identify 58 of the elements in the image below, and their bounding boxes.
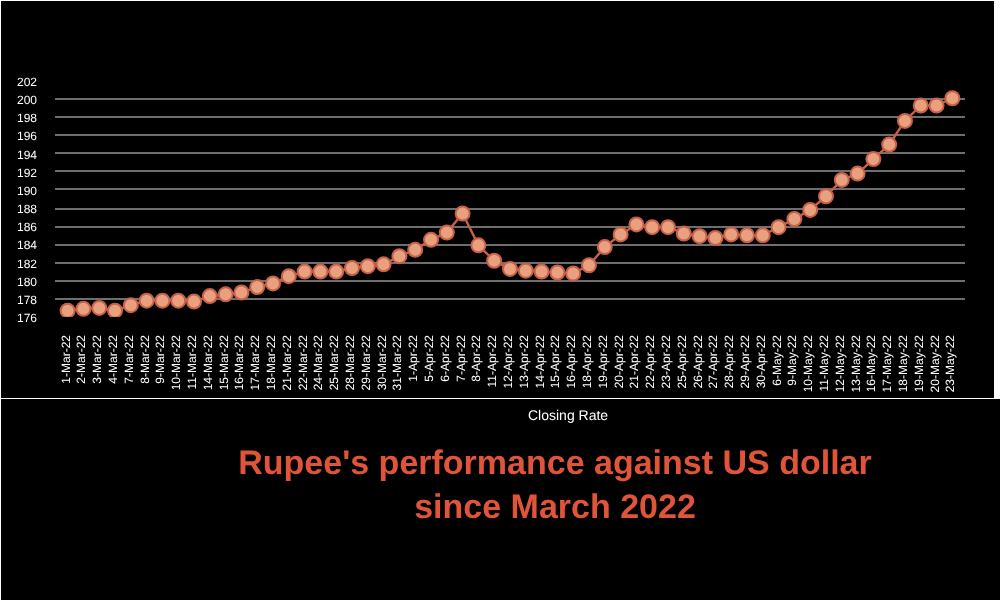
point <box>612 226 629 243</box>
text: Rupee's performance against US dollar since March 2022 <box>238 444 873 526</box>
point <box>59 302 76 317</box>
point <box>391 248 408 265</box>
point <box>186 293 203 310</box>
point <box>249 279 266 296</box>
point <box>154 292 171 309</box>
point <box>486 252 503 269</box>
point <box>644 219 661 236</box>
point <box>138 292 155 309</box>
point <box>549 264 566 281</box>
point <box>628 216 645 233</box>
point <box>201 288 218 305</box>
point <box>280 268 297 285</box>
point <box>580 257 597 274</box>
point <box>881 136 898 153</box>
point <box>423 231 440 248</box>
point <box>691 228 708 245</box>
point <box>659 219 676 236</box>
point <box>375 256 392 273</box>
point <box>896 112 913 129</box>
point <box>233 284 250 301</box>
point <box>596 239 613 256</box>
point <box>217 286 234 303</box>
point <box>675 225 692 242</box>
point <box>359 258 376 275</box>
point <box>265 275 282 292</box>
point <box>296 263 313 280</box>
point <box>533 263 550 280</box>
point <box>328 263 345 280</box>
point <box>738 227 755 244</box>
point <box>912 97 929 114</box>
point <box>91 299 108 316</box>
point <box>928 97 945 114</box>
point <box>75 300 92 317</box>
point <box>502 260 518 277</box>
point <box>944 90 961 107</box>
point <box>454 205 471 222</box>
point <box>122 297 139 314</box>
point <box>170 292 187 309</box>
point <box>786 210 803 227</box>
point <box>865 151 882 168</box>
point <box>817 188 834 205</box>
point <box>770 219 787 236</box>
point <box>344 260 361 276</box>
point <box>438 224 455 241</box>
point <box>517 262 534 279</box>
point <box>312 263 329 280</box>
point <box>802 201 819 218</box>
point <box>849 165 866 182</box>
point <box>107 302 124 317</box>
point <box>833 171 850 188</box>
point <box>407 241 424 258</box>
point <box>707 230 724 247</box>
point <box>470 237 487 254</box>
point <box>754 227 771 244</box>
point <box>565 265 582 282</box>
point <box>723 226 740 243</box>
